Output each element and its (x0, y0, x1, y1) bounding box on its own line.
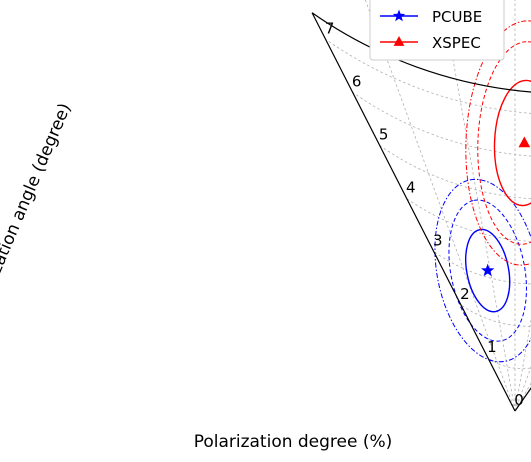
frame-layer (311, 12, 531, 412)
radial-tick-label: 4 (406, 179, 416, 197)
contour-pcube-inner (465, 228, 511, 313)
legend-label-xspec: XSPEC (432, 34, 481, 52)
radial-tick-label: 0 (514, 391, 524, 409)
grid-arc-2 (460, 304, 531, 327)
contour-layer (434, 20, 531, 363)
frame-edge-bottom (311, 12, 516, 412)
grid-arc-1 (487, 357, 531, 370)
marker-xspec (518, 136, 531, 148)
radial-tick-label: 3 (433, 232, 443, 250)
grid-spoke-4 (442, 0, 516, 412)
radial-tick-label: 7 (325, 19, 335, 37)
contour-xspec-middle (477, 41, 531, 245)
grid-arc-5 (379, 145, 531, 200)
grid-arc-7 (325, 38, 531, 114)
legend-label-pcube: PCUBE (432, 8, 482, 26)
radial-tick-label: 6 (352, 72, 362, 90)
legend-marker-xspec (393, 36, 405, 46)
legend: PCUBE XSPEC (369, 0, 505, 61)
tick-layer: 01234567120°130°140°150°160°170° (325, 19, 524, 409)
grid-arc-3 (433, 251, 531, 285)
grid-spoke-0 (514, 382, 531, 412)
contour-pcube-middle (448, 199, 527, 342)
contour-xspec-inner (493, 79, 531, 207)
y-axis-label: Polarization angle (degree) (0, 100, 75, 319)
frame-edge-top (514, 387, 531, 412)
x-axis-label: Polarization degree (%) (194, 432, 393, 452)
contour-pcube-outer (434, 178, 531, 363)
radial-tick-label: 5 (379, 125, 389, 143)
legend-marker-pcube (392, 9, 406, 22)
radial-tick-label: 1 (487, 338, 497, 356)
radial-tick-label: 2 (460, 285, 470, 303)
marker-pcube (481, 263, 495, 277)
contour-xspec-outer (465, 20, 531, 266)
marker-layer (481, 136, 531, 277)
grid-layer (325, 0, 531, 412)
